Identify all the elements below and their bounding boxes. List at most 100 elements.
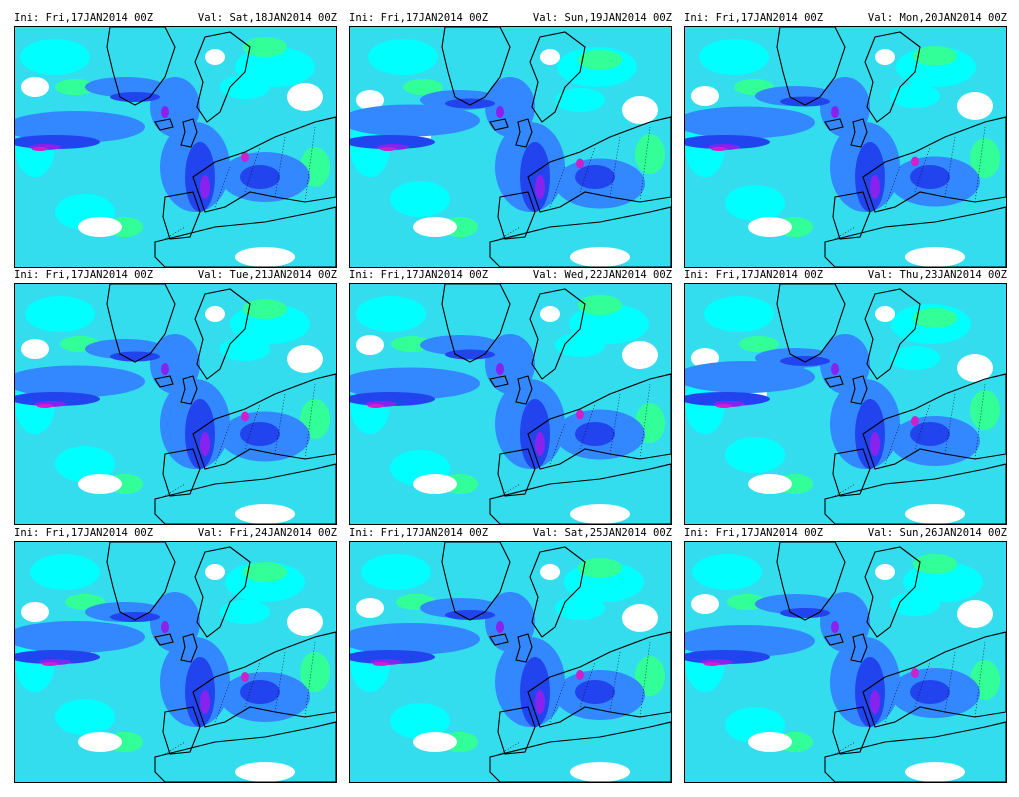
precip-heavy-band [110, 612, 160, 622]
country-border [884, 423, 901, 465]
precip-green-patch [243, 37, 287, 57]
country-border [609, 393, 621, 455]
precipitation-map [14, 541, 337, 783]
precipitation-map [684, 26, 1007, 268]
precip-light-patch [55, 446, 115, 482]
panel-header: Ini: Fri,17JAN2014 00Z Val: Fri,24JAN201… [14, 527, 337, 540]
forecast-panel: Ini: Fri,17JAN2014 00Z Val: Wed,22JAN201… [349, 269, 672, 525]
precip-intense-core [496, 106, 504, 118]
country-border [274, 651, 286, 713]
init-time-label: Ini: Fri,17JAN2014 00Z [349, 269, 489, 281]
coastline [776, 284, 846, 363]
precip-moderate-band [485, 334, 535, 394]
coastline [497, 191, 536, 240]
precip-moderate-band [685, 361, 815, 393]
forecast-panel: Ini: Fri,17JAN2014 00Z Val: Thu,23JAN201… [684, 269, 1007, 525]
coastline [515, 375, 533, 405]
precip-heavy-band [575, 165, 615, 189]
coastline [441, 542, 511, 621]
precip-green-patch [300, 652, 330, 692]
coastline [850, 633, 868, 663]
coastline [850, 375, 868, 405]
precip-heavy-band [445, 98, 495, 109]
precipitation-map [684, 541, 1007, 783]
precip-heavy-band [520, 399, 550, 469]
precip-moderate-band [350, 367, 480, 400]
country-border [639, 126, 651, 203]
precip-light-patch [55, 699, 115, 735]
precip-extreme-core [576, 409, 584, 420]
precip-heavy-band [685, 392, 770, 406]
precipitation-map [14, 283, 337, 525]
country-border [579, 403, 596, 450]
precip-extreme-core [373, 662, 389, 666]
precip-moderate-band [820, 592, 870, 652]
precip-heavy-band [520, 657, 550, 727]
coastline [824, 463, 1006, 524]
no-precip-area [78, 732, 122, 752]
no-precip-area [875, 306, 895, 322]
no-precip-area [235, 247, 295, 267]
precip-moderate-band [685, 625, 815, 657]
precip-green-patch [243, 299, 287, 319]
precip-light-patch [890, 346, 940, 370]
country-border [639, 383, 651, 460]
country-border [549, 423, 566, 465]
precip-extreme-core [380, 147, 396, 151]
precip-heavy-band [910, 680, 950, 704]
precip-light-patch [220, 600, 270, 624]
precip-light-patch [890, 84, 940, 108]
panel-header: Ini: Fri,17JAN2014 00Z Val: Sun,19JAN201… [349, 12, 672, 25]
coastline [192, 373, 336, 470]
country-border [579, 661, 596, 708]
precip-light-patch [356, 296, 426, 332]
country-border [579, 146, 596, 193]
no-precip-area [21, 339, 49, 359]
precipitation-map [14, 26, 337, 268]
precip-heavy-band [520, 142, 550, 212]
coastline [194, 288, 251, 380]
coastline [776, 542, 846, 621]
precip-heavy-band [855, 657, 885, 727]
precip-extreme-core [241, 152, 249, 162]
coastline [162, 191, 201, 240]
valid-time-label: Val: Fri,24JAN2014 00Z [197, 527, 337, 539]
valid-time-label: Val: Mon,20JAN2014 00Z [867, 12, 1007, 24]
precip-heavy-band [575, 680, 615, 704]
country-border [499, 226, 521, 240]
precip-heavy-band [445, 349, 495, 360]
precip-heavy-band [185, 657, 215, 727]
coastline [864, 546, 921, 638]
precip-heavy-band [110, 92, 160, 102]
coastline [864, 31, 921, 123]
panel-header: Ini: Fri,17JAN2014 00Z Val: Sun,26JAN201… [684, 527, 1007, 540]
precip-intense-core [535, 432, 545, 456]
country-border [884, 681, 901, 723]
country-border [244, 403, 261, 450]
precip-moderate-band [150, 334, 200, 394]
valid-time-label: Val: Sun,19JAN2014 00Z [532, 12, 672, 24]
coastline [824, 206, 1006, 267]
coastline [489, 721, 671, 782]
coastline [154, 118, 174, 131]
coastline [776, 27, 846, 106]
precip-extreme-core [576, 670, 584, 680]
precip-extreme-core [576, 158, 584, 169]
country-border [274, 393, 286, 455]
country-border [549, 166, 566, 208]
precip-moderate-band [820, 334, 870, 394]
precip-intense-core [831, 621, 839, 633]
precip-heavy-band [240, 165, 280, 189]
coastline [824, 721, 1006, 782]
coastline [154, 633, 174, 646]
no-precip-area [413, 732, 457, 752]
precip-light-patch [20, 39, 90, 75]
country-border [944, 393, 956, 455]
country-border [834, 226, 856, 240]
country-border [834, 483, 856, 497]
valid-time-label: Val: Sat,25JAN2014 00Z [532, 527, 672, 539]
coastline [489, 463, 671, 524]
precip-heavy-band [780, 356, 830, 366]
precip-moderate-band [15, 621, 145, 653]
